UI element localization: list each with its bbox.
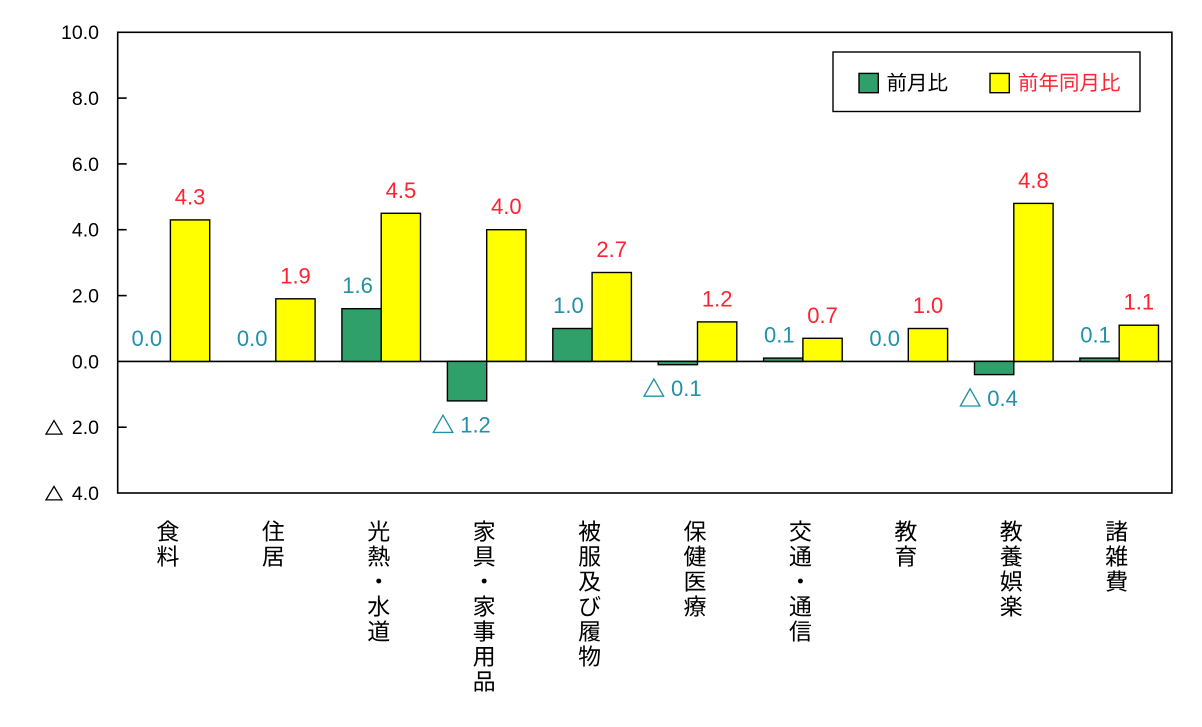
svg-text:1.0: 1.0 <box>913 293 944 318</box>
svg-text:0.7: 0.7 <box>807 303 838 328</box>
svg-text:0.4: 0.4 <box>987 386 1018 411</box>
svg-text:0.1: 0.1 <box>764 323 795 348</box>
svg-text:4.3: 4.3 <box>175 184 206 209</box>
svg-text:0.0: 0.0 <box>237 326 268 351</box>
svg-text:0.0: 0.0 <box>869 326 900 351</box>
svg-text:1.0: 1.0 <box>553 293 584 318</box>
svg-text:4.0: 4.0 <box>72 220 99 242</box>
svg-text:1.2: 1.2 <box>702 286 733 311</box>
svg-text:2.0: 2.0 <box>72 286 99 308</box>
svg-text:1.2: 1.2 <box>460 412 491 437</box>
svg-text:0.0: 0.0 <box>72 351 99 373</box>
svg-text:4.5: 4.5 <box>386 178 417 203</box>
svg-text:4.8: 4.8 <box>1018 168 1049 193</box>
svg-text:4.0: 4.0 <box>491 194 522 219</box>
svg-text:8.0: 8.0 <box>72 88 99 110</box>
svg-text:0.1: 0.1 <box>1080 323 1111 348</box>
svg-text:1.9: 1.9 <box>280 263 311 288</box>
svg-text:2.0: 2.0 <box>72 417 99 439</box>
svg-text:0.1: 0.1 <box>671 376 702 401</box>
svg-text:0.0: 0.0 <box>132 326 163 351</box>
svg-text:10.0: 10.0 <box>61 22 99 44</box>
svg-text:2.7: 2.7 <box>596 237 627 262</box>
svg-text:4.0: 4.0 <box>72 483 99 505</box>
svg-text:6.0: 6.0 <box>72 154 99 176</box>
svg-text:1.1: 1.1 <box>1124 290 1155 315</box>
svg-text:1.6: 1.6 <box>342 273 373 298</box>
